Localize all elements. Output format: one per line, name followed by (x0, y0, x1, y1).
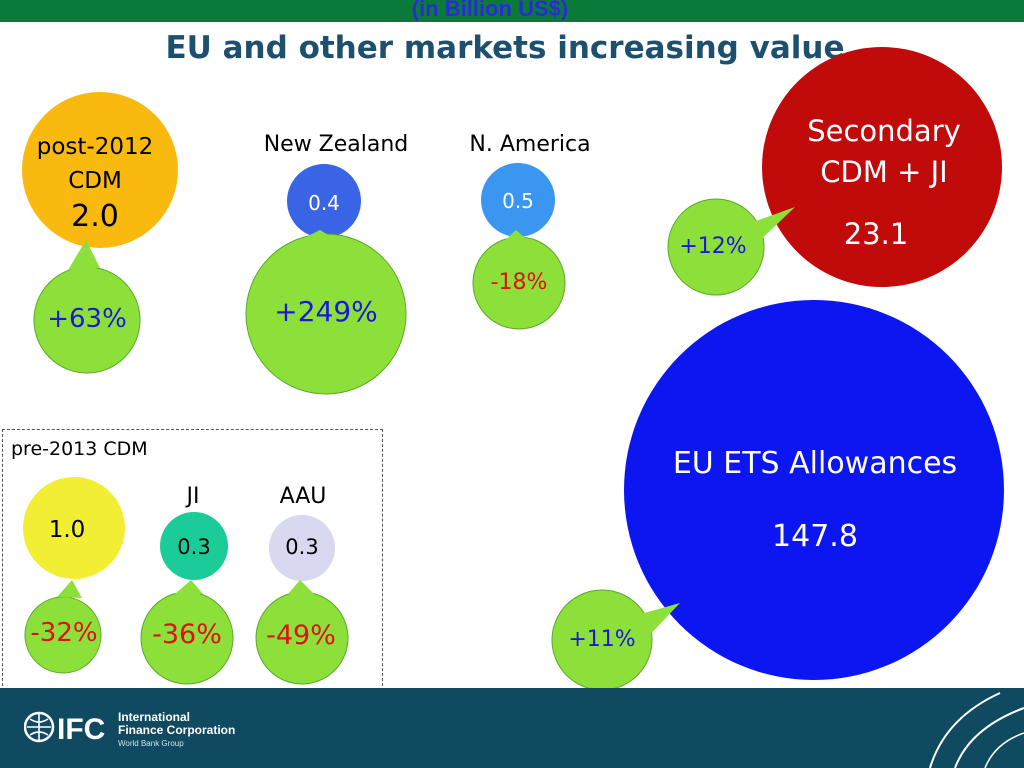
secondary-cdm-ji-change: +12% (679, 234, 747, 260)
post2012-cdm-label-line1: post-2012 (36, 133, 154, 160)
ji-change: -36% (152, 619, 222, 651)
n-america-change: -18% (490, 270, 548, 296)
ifc-org-name: International Finance Corporation World … (118, 711, 235, 750)
aau-value-bubble (269, 515, 335, 581)
post2012-cdm-label-line2: CDM (68, 167, 122, 194)
secondary-cdm-ji-value: 23.1 (843, 217, 909, 252)
post2012-cdm-value-bubble (22, 92, 178, 248)
n-america-value: 0.5 (502, 188, 534, 213)
new-zealand-label-line1: New Zealand (263, 132, 409, 158)
footer-bar (0, 688, 1024, 768)
secondary-cdm-ji-change-bubble (667, 198, 765, 296)
decorative-swoosh-icon (929, 692, 1024, 768)
pre2013-group-label: pre-2013 CDM (11, 438, 148, 460)
page-title: EU and other markets increasing value (165, 30, 845, 66)
ji-value: 0.3 (177, 534, 211, 559)
pre2013-cdm-callout-pointer (57, 580, 82, 598)
new-zealand-value-bubble (287, 164, 361, 238)
aau-callout-pointer (288, 580, 314, 594)
top-bar (0, 0, 1024, 22)
page-subtitle: (in Billion US$) (411, 0, 569, 21)
post2012-cdm-change: +63% (47, 303, 127, 334)
new-zealand-callout-pointer (300, 230, 340, 242)
ji-value-bubble (160, 512, 228, 580)
secondary-cdm-ji-callout-pointer (745, 207, 795, 248)
pre2013-cdm-value: 1.0 (48, 516, 86, 543)
eu-ets-value-bubble (624, 300, 1004, 680)
secondary-cdm-ji-value-bubble (762, 47, 1002, 287)
aau-change: -49% (266, 620, 336, 652)
post2012-cdm-callout-pointer (68, 240, 100, 270)
ifc-org-line2: Finance Corporation (118, 723, 236, 737)
n-america-callout-pointer (503, 230, 530, 242)
eu-ets-callout-pointer (630, 603, 680, 645)
ifc-logo-text: IFC (57, 713, 105, 746)
new-zealand-value: 0.4 (308, 190, 340, 215)
aau-value: 0.3 (285, 534, 319, 559)
n-america-label-line1: N. America (469, 132, 591, 158)
eu-ets-value: 147.8 (772, 519, 858, 555)
aau-label-line1: AAU (279, 484, 327, 510)
pre2013-cdm-change: -32% (30, 617, 98, 648)
ifc-logo: IFC (24, 711, 105, 746)
secondary-cdm-ji-label-line1: Secondary (807, 114, 961, 149)
post2012-cdm-value: 2.0 (71, 199, 119, 235)
secondary-cdm-ji-label-line2: CDM + JI (820, 155, 948, 190)
eu-ets-change: +11% (568, 627, 636, 653)
ifc-org-line3: World Bank Group (118, 739, 184, 748)
eu-ets-label-line1: EU ETS Allowances (672, 446, 958, 482)
new-zealand-change: +249% (274, 294, 378, 328)
n-america-value-bubble (481, 163, 555, 237)
pre2013-cdm-value-bubble (23, 477, 125, 579)
ji-label-line1: JI (186, 484, 200, 510)
ji-callout-pointer (175, 580, 203, 594)
ifc-org-line1: International (118, 710, 191, 724)
